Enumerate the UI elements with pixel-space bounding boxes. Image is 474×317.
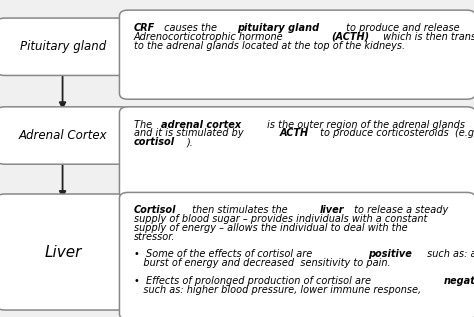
FancyBboxPatch shape — [0, 107, 129, 164]
Text: such as: a quick: such as: a quick — [424, 249, 474, 260]
Text: cortisol: cortisol — [134, 137, 175, 147]
Text: The: The — [134, 120, 155, 130]
Text: (ACTH): (ACTH) — [331, 32, 369, 42]
FancyBboxPatch shape — [119, 10, 474, 99]
Text: positive: positive — [368, 249, 411, 260]
FancyBboxPatch shape — [119, 192, 474, 317]
FancyBboxPatch shape — [0, 194, 129, 310]
Text: stressor.: stressor. — [134, 232, 175, 242]
Text: •  Some of the effects of cortisol are: • Some of the effects of cortisol are — [134, 249, 315, 260]
Text: to release a steady: to release a steady — [351, 205, 449, 215]
FancyBboxPatch shape — [119, 107, 474, 199]
Text: ACTH: ACTH — [279, 128, 308, 139]
Text: causes the: causes the — [161, 23, 220, 33]
Text: •  Effects of prolonged production of cortisol are: • Effects of prolonged production of cor… — [134, 276, 374, 286]
Text: Adrenocorticotrophic hormone: Adrenocorticotrophic hormone — [134, 32, 286, 42]
Text: then stimulates the: then stimulates the — [189, 205, 290, 215]
Text: Liver: Liver — [44, 244, 82, 260]
Text: to the adrenal glands located at the top of the kidneys.: to the adrenal glands located at the top… — [134, 41, 405, 51]
Text: Adrenal Cortex: Adrenal Cortex — [18, 129, 107, 142]
Text: supply of blood sugar – provides individuals with a constant: supply of blood sugar – provides individ… — [134, 214, 427, 224]
Text: to produce and release: to produce and release — [343, 23, 460, 33]
Text: such as: higher blood pressure, lower immune response,: such as: higher blood pressure, lower im… — [134, 285, 421, 295]
Text: Cortisol: Cortisol — [134, 205, 176, 215]
Text: liver: liver — [320, 205, 344, 215]
Text: supply of energy – allows the individual to deal with the: supply of energy – allows the individual… — [134, 223, 407, 233]
Text: adrenal cortex: adrenal cortex — [161, 120, 241, 130]
Text: Pituitary gland: Pituitary gland — [20, 40, 106, 53]
Text: which is then transported: which is then transported — [380, 32, 474, 42]
Text: and it is stimulated by: and it is stimulated by — [134, 128, 246, 139]
FancyBboxPatch shape — [0, 18, 129, 75]
Text: ).: ). — [187, 137, 193, 147]
Text: is the outer region of the adrenal glands: is the outer region of the adrenal gland… — [264, 120, 465, 130]
Text: pituitary gland: pituitary gland — [237, 23, 319, 33]
Text: to produce corticosteroids  (e.g.,: to produce corticosteroids (e.g., — [317, 128, 474, 139]
Text: CRF: CRF — [134, 23, 155, 33]
Text: negative: negative — [444, 276, 474, 286]
Text: burst of energy and decreased  sensitivity to pain.: burst of energy and decreased sensitivit… — [134, 258, 390, 268]
